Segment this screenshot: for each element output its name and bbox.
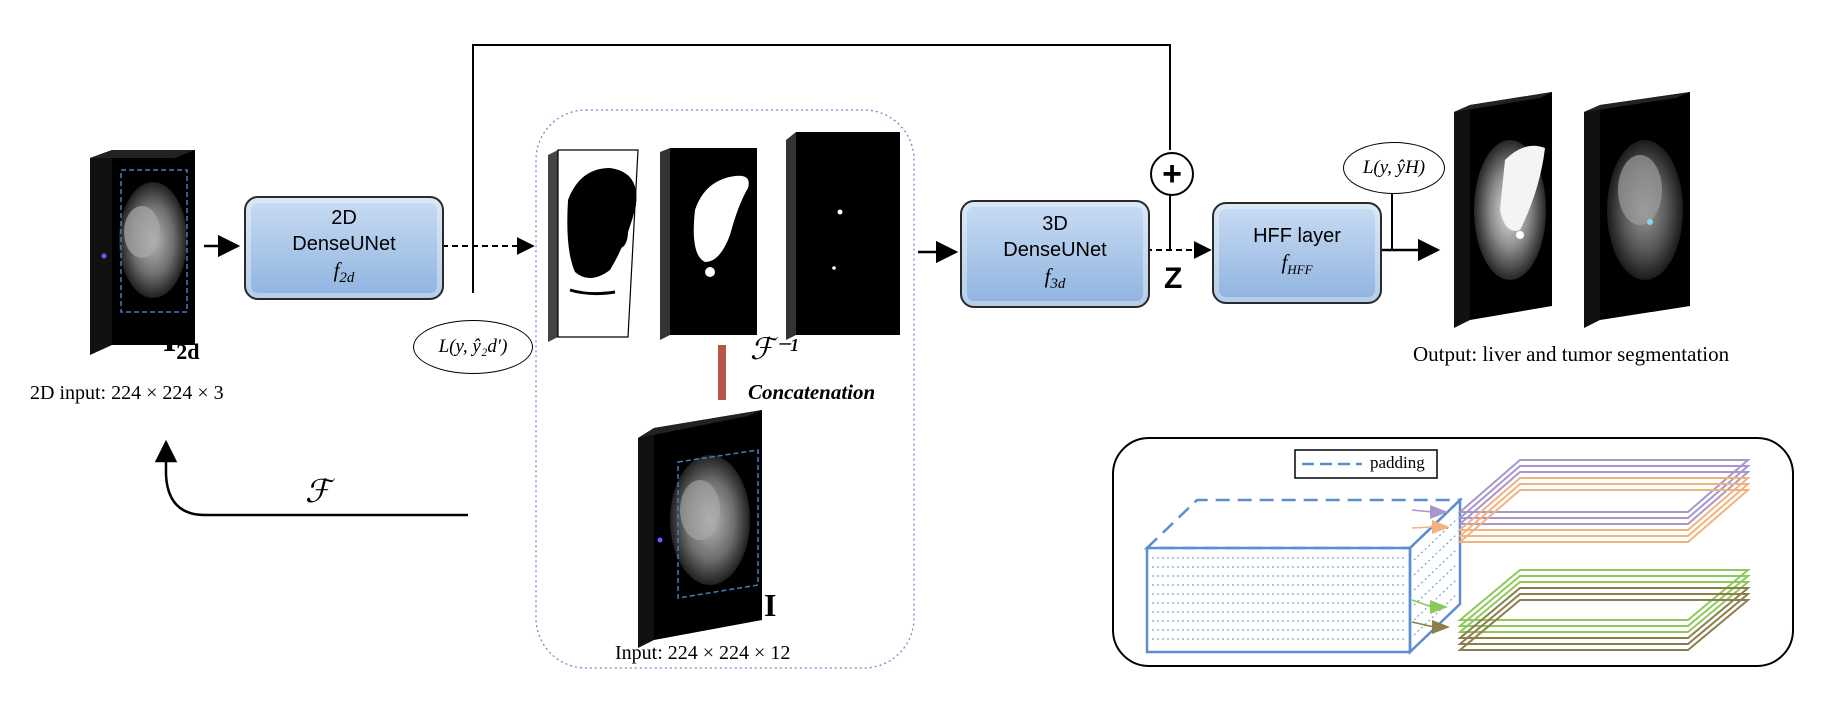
transform-return-arrow (154, 439, 468, 517)
dense2d-line2: DenseUNet (292, 232, 396, 255)
mask-slice-1-icon (548, 149, 639, 342)
hff-line1: HFF layer (1253, 224, 1341, 247)
input-2d-caption: 2D input: 224 × 224 × 3 (30, 382, 224, 404)
output-slice-2-icon (1584, 92, 1690, 328)
dense3d-block: 3D DenseUNet f3d (960, 200, 1150, 308)
legend-box (1294, 449, 1438, 479)
hff-function: fHFF (1281, 249, 1313, 278)
output-slice-1-icon (1454, 92, 1552, 328)
slice-group-upper-icon (1457, 459, 1751, 543)
volume-input-symbol: I (764, 587, 777, 623)
padding-inset (1112, 437, 1794, 667)
slice-group-lower-icon (1457, 569, 1751, 651)
padded-volume-icon (1143, 497, 1464, 655)
dense3d-line1: 3D (1042, 212, 1068, 235)
dense3d-function: f3d (1044, 263, 1066, 293)
concatenation-bar (718, 345, 726, 400)
concatenation-label: Concatenation (748, 380, 876, 404)
dense2d-line1: 2D (331, 206, 357, 229)
output-caption: Output: liver and tumor segmentation (1413, 342, 1730, 366)
transform-forward-label: ℱ (305, 473, 331, 509)
hff-block: HFF layer fHFF (1212, 202, 1382, 304)
dense2d-block: 2D DenseUNet f2d (244, 196, 444, 300)
ct-volume-input-icon (638, 410, 762, 648)
loss-2d-ellipse: L(y, ŷ₂d′) (413, 320, 533, 374)
dense2d-function: f2d (333, 257, 355, 287)
ct-input-2d-icon (90, 150, 195, 355)
slice-connector-arrows (1411, 505, 1450, 634)
sum-node: + (1150, 152, 1194, 196)
loss-hff-ellipse: L(y, ŷH) (1343, 142, 1445, 194)
transform-inverse-label: ℱ⁻¹ (750, 333, 799, 366)
volume-input-caption: Input: 224 × 224 × 12 (615, 642, 791, 664)
dense3d-line2: DenseUNet (1003, 238, 1107, 261)
input-2d-symbol: I2d (163, 322, 200, 364)
skip-connection-line (472, 44, 1171, 293)
concatenation-region (535, 109, 915, 669)
mask-slice-3-icon (786, 132, 900, 340)
z-label: Z (1164, 262, 1183, 295)
mask-slice-2-icon (660, 148, 757, 340)
legend-padding-label: padding (1370, 453, 1425, 472)
